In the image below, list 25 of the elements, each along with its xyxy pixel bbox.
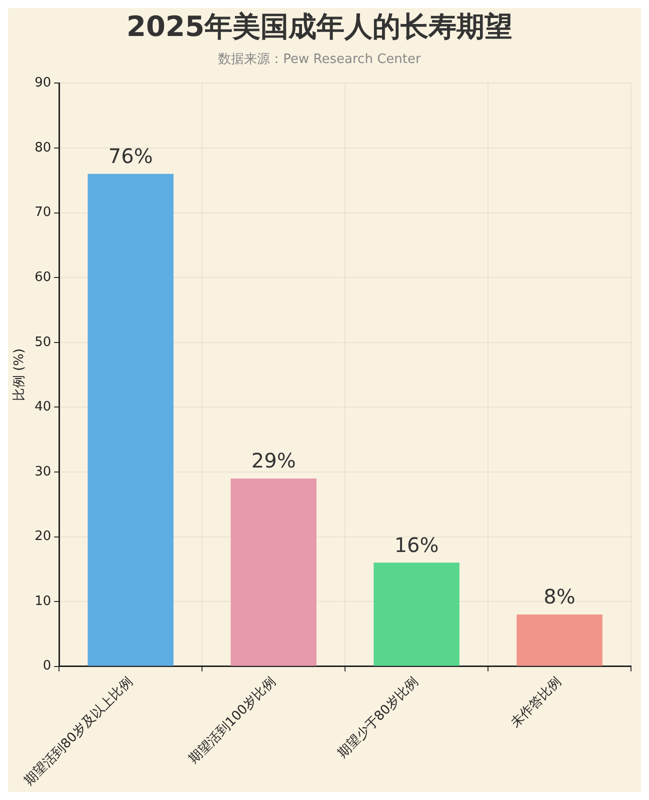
- bar: [230, 478, 316, 666]
- bar: [374, 562, 460, 666]
- y-tick-label: 20: [34, 529, 52, 544]
- data-label: 16%: [394, 532, 439, 557]
- y-tick-label: 60: [34, 270, 52, 285]
- x-tick-label: 未作答比例: [508, 674, 565, 732]
- y-tick-label: 0: [42, 658, 52, 674]
- y-tick-label: 70: [34, 205, 52, 220]
- chart-subtitle: 数据来源：Pew Research Center: [218, 52, 422, 67]
- chart-title: 2025年美国成年人的长寿期望: [126, 10, 512, 44]
- x-tick-label: 期望活到100岁比例: [186, 674, 279, 767]
- y-tick-label: 80: [34, 140, 52, 156]
- data-label: 29%: [251, 448, 296, 473]
- y-axis-title: 比例 (%): [12, 348, 28, 402]
- y-tick-label: 10: [34, 594, 52, 609]
- x-tick-label: 期望少于80岁比例: [335, 674, 422, 762]
- y-tick-label: 50: [34, 334, 52, 350]
- bar: [88, 174, 174, 666]
- y-tick-label: 30: [34, 464, 52, 480]
- x-tick-label: 期望活到80岁及以上比例: [22, 674, 136, 789]
- y-tick-label: 90: [34, 76, 52, 91]
- data-label: 8%: [544, 584, 576, 609]
- y-tick-label: 40: [34, 400, 52, 415]
- bar: [516, 614, 602, 666]
- data-label: 76%: [108, 144, 153, 168]
